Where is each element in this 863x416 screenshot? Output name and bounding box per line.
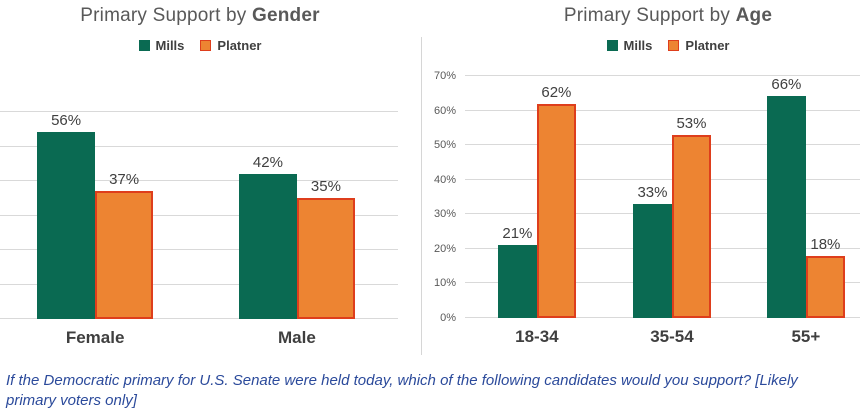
gridline bbox=[0, 249, 398, 251]
gridline bbox=[0, 214, 398, 216]
chart-primary-support-by-gender: Primary Support by Gender Mills Platner 5… bbox=[0, 0, 400, 360]
legend-swatch-platner bbox=[200, 40, 212, 51]
legend-label: Platner bbox=[685, 38, 730, 53]
chart-title: Primary Support by Gender bbox=[0, 0, 400, 27]
bar-platner-18-34 bbox=[536, 103, 576, 318]
bar-slot: 35% bbox=[296, 112, 355, 319]
bar-platner-55+ bbox=[805, 255, 845, 318]
data-label-platner-18-34: 62% bbox=[541, 83, 572, 101]
bar-mills-18-34 bbox=[497, 245, 537, 318]
bar-slot: 21% bbox=[497, 76, 537, 318]
gridline bbox=[0, 283, 398, 285]
category-label-18-34: 18-34 bbox=[515, 327, 559, 346]
legend-swatch-mills bbox=[606, 40, 618, 51]
bar-group-male: 42% 35% bbox=[238, 112, 355, 319]
bar-slot: 62% bbox=[536, 76, 576, 318]
legend: Mills Platner bbox=[455, 38, 863, 53]
legend-item-mills: Mills bbox=[606, 38, 653, 53]
chart-title: Primary Support by Age bbox=[455, 0, 863, 27]
category-label-35-54: 35-54 bbox=[650, 327, 694, 346]
chart-title-emphasis: Gender bbox=[251, 5, 320, 26]
category-label-female: Female bbox=[65, 328, 125, 347]
gridline bbox=[465, 144, 860, 146]
legend-swatch-mills bbox=[138, 40, 150, 51]
plot-area: 56% 37% Female 42% 35% Male bbox=[0, 111, 398, 347]
gridline bbox=[465, 178, 860, 180]
legend-label: Mills bbox=[623, 38, 653, 53]
gridline bbox=[0, 145, 398, 147]
bar-slot: 56% bbox=[37, 112, 96, 319]
gridline bbox=[0, 318, 398, 319]
survey-question-note: If the Democratic primary for U.S. Senat… bbox=[6, 371, 858, 412]
bar-mills-35-54 bbox=[632, 203, 672, 318]
bar-group-female: 56% 37% bbox=[37, 112, 154, 319]
data-label-platner-male: 35% bbox=[310, 178, 341, 196]
bar-slot: 53% bbox=[671, 76, 711, 318]
category-label-55+: 55+ bbox=[791, 327, 821, 346]
y-axis-tick-label: 0% bbox=[440, 312, 456, 324]
y-axis-tick-label: 10% bbox=[433, 277, 456, 290]
bar-mills-male bbox=[238, 174, 297, 319]
legend-label: Mills bbox=[155, 38, 185, 53]
gridline bbox=[465, 75, 860, 76]
data-label-mills-18-34: 21% bbox=[502, 225, 533, 243]
data-label-mills-35-54: 33% bbox=[637, 183, 668, 201]
data-label-platner-35-54: 53% bbox=[676, 114, 707, 132]
y-axis-tick-label: 60% bbox=[433, 104, 456, 117]
data-label-platner-female: 37% bbox=[109, 171, 140, 189]
bar-group-35-54: 33% 53% bbox=[632, 76, 711, 318]
data-label-mills-55+: 66% bbox=[771, 76, 802, 93]
survey-question-line-2: primary voters only] bbox=[6, 392, 137, 410]
chart-primary-support-by-age: Primary Support by Age Mills Platner 0% 10… bbox=[434, 0, 863, 360]
chart-title-prefix: Primary Support by bbox=[80, 5, 252, 26]
legend-item-mills: Mills bbox=[138, 38, 185, 53]
gridline bbox=[465, 109, 860, 111]
y-axis-tick-label: 50% bbox=[433, 139, 456, 152]
bar-platner-female bbox=[95, 191, 154, 319]
bar-group-18-34: 21% 62% bbox=[497, 76, 576, 318]
bar-platner-male bbox=[296, 198, 355, 319]
bar-mills-female bbox=[37, 132, 96, 319]
data-label-mills-male: 42% bbox=[252, 154, 283, 172]
bar-slot: 66% bbox=[766, 76, 806, 318]
bar-slot: 18% bbox=[805, 76, 845, 318]
legend-item-platner: Platner bbox=[200, 38, 261, 53]
chart-title-emphasis: Age bbox=[735, 5, 773, 26]
gridline bbox=[0, 111, 398, 112]
survey-question-line-1: If the Democratic primary for U.S. Senat… bbox=[6, 372, 798, 389]
data-label-platner-55+: 18% bbox=[810, 235, 841, 253]
legend-swatch-platner bbox=[668, 40, 680, 51]
bar-mills-55+ bbox=[766, 96, 806, 318]
bar-slot: 42% bbox=[238, 112, 297, 319]
data-label-mills-female: 56% bbox=[51, 112, 82, 129]
bar-platner-35-54 bbox=[671, 134, 711, 318]
plot-area: 0% 10% 20% 30% 40% 50% 60% 70% 21% 62% 18-34 33% 53%… bbox=[434, 70, 860, 346]
bar-slot: 37% bbox=[95, 112, 154, 319]
legend-label: Platner bbox=[217, 38, 262, 53]
y-axis-tick-label: 40% bbox=[433, 173, 456, 186]
y-axis-tick-label: 20% bbox=[433, 242, 456, 255]
gridline bbox=[0, 180, 398, 182]
chart-title-prefix: Primary Support by bbox=[563, 5, 736, 26]
y-axis-tick-label: 70% bbox=[433, 70, 456, 82]
bar-group-55+: 66% 18% bbox=[766, 76, 845, 318]
legend-item-platner: Platner bbox=[668, 38, 729, 53]
legend: Mills Platner bbox=[0, 38, 400, 53]
y-axis-tick-label: 30% bbox=[433, 208, 456, 221]
chart-divider-line bbox=[421, 37, 422, 355]
category-label-male: Male bbox=[278, 328, 316, 347]
bar-slot: 33% bbox=[632, 76, 672, 318]
